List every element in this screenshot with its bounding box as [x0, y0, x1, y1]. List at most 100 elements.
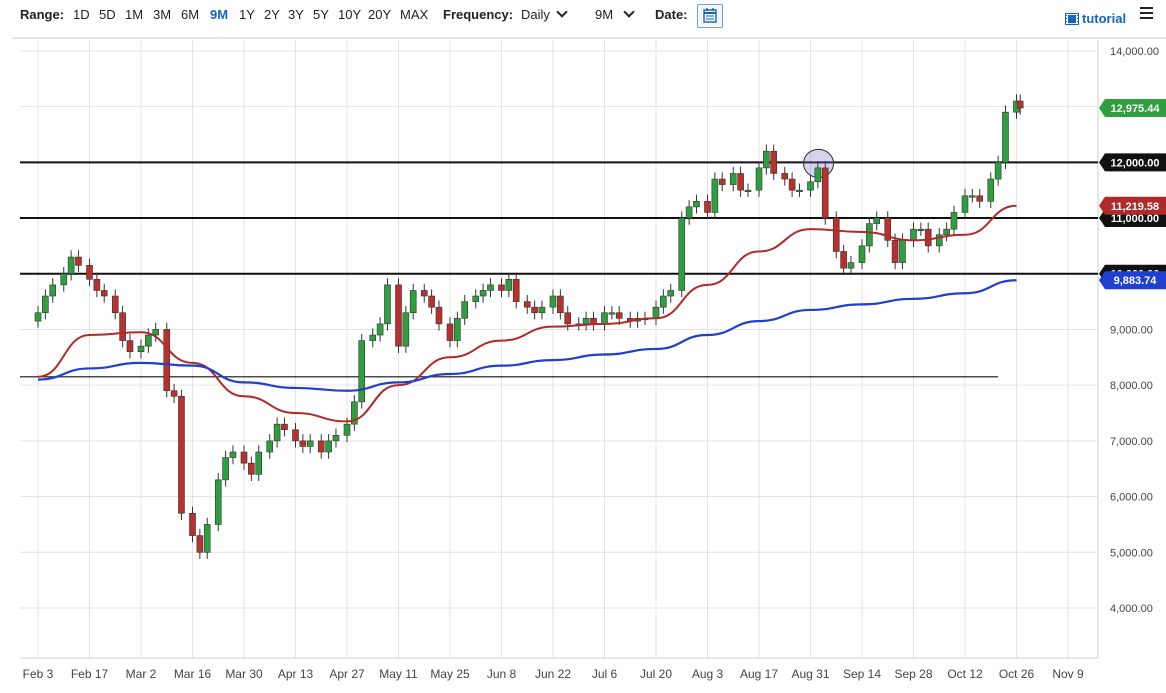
candle-body — [42, 295, 49, 314]
ma-long-line — [37, 279, 1017, 392]
candle-body — [976, 195, 984, 202]
hamburger-menu-icon[interactable] — [1140, 7, 1153, 22]
candle-body — [214, 479, 222, 525]
level-12000-badge: 12,000.00 — [1111, 157, 1160, 169]
candle-body — [472, 295, 480, 302]
candle-body — [590, 318, 597, 325]
x-tick-label: Mar 30 — [225, 667, 263, 681]
candle-body — [788, 178, 796, 191]
y-tick-label: 7,000.00 — [1110, 436, 1153, 448]
candle-body — [75, 256, 82, 266]
candle-body — [266, 440, 274, 453]
ma-short-line — [37, 204, 1017, 423]
candle-body — [770, 150, 778, 174]
period-select[interactable]: 9M — [595, 3, 635, 25]
candle-body — [943, 228, 950, 236]
candle-body — [86, 265, 93, 280]
x-tick-label: Mar 16 — [174, 667, 212, 681]
x-tick-label: Aug 31 — [791, 667, 829, 681]
candle-body — [821, 167, 829, 219]
date-picker-button[interactable] — [697, 4, 723, 28]
candle-body — [273, 423, 281, 442]
y-tick-label: 6,000.00 — [1110, 492, 1153, 504]
x-tick-label: Sep 28 — [894, 667, 932, 681]
candle-body — [729, 173, 737, 185]
frequency-value: Daily — [521, 6, 550, 22]
candle-body — [711, 178, 719, 213]
candle-body — [814, 167, 822, 183]
tutorial-link[interactable]: tutorial — [1065, 11, 1126, 26]
range-1d-button[interactable]: 1D — [73, 7, 90, 22]
candle-body — [950, 212, 958, 230]
x-tick-label: Jun 22 — [535, 667, 571, 681]
ma-short-badge-bg — [1099, 196, 1166, 215]
range-10y-button[interactable]: 10Y — [338, 7, 362, 22]
candle-body — [137, 345, 145, 353]
candle-body — [884, 217, 892, 241]
y-tick-label: 14,000.00 — [1110, 46, 1159, 58]
candle-body — [446, 323, 454, 341]
y-tick-label: 8,000.00 — [1110, 380, 1153, 392]
candle-body — [873, 217, 881, 224]
candle-body — [152, 329, 160, 336]
candle-body — [145, 334, 152, 347]
candle-body — [531, 306, 538, 314]
date-label: Date: — [655, 7, 688, 22]
candle-body — [343, 423, 351, 436]
frequency-label: Frequency: — [443, 7, 514, 22]
candle-body — [969, 195, 976, 198]
candle-body — [170, 390, 178, 397]
candle-body — [229, 451, 237, 458]
x-tick-label: Feb 17 — [71, 667, 109, 681]
candle-body — [498, 284, 505, 291]
candle-body — [858, 245, 866, 263]
x-tick-label: Apr 27 — [329, 667, 365, 681]
candle-body — [961, 195, 969, 213]
frequency-select[interactable]: Daily — [521, 3, 568, 25]
candle-body — [693, 201, 700, 208]
candle-body — [317, 440, 325, 453]
candle-body — [512, 279, 520, 302]
range-1m-button[interactable]: 1M — [125, 7, 144, 22]
range-6m-button[interactable]: 6M — [181, 7, 200, 22]
range-5d-button[interactable]: 5D — [99, 7, 116, 22]
period-value: 9M — [595, 6, 614, 22]
candle-body — [358, 340, 366, 403]
candle-body — [755, 167, 763, 191]
x-tick-label: Sep 14 — [843, 667, 881, 681]
candle-body — [395, 284, 402, 347]
range-2y-button[interactable]: 2Y — [264, 7, 280, 22]
candle-body — [737, 173, 744, 191]
candle-body — [196, 535, 204, 553]
candle-body — [178, 396, 185, 514]
x-tick-label: Nov 9 — [1052, 667, 1084, 681]
candle-body — [549, 295, 557, 308]
candle-body — [299, 440, 307, 447]
candle-body — [796, 189, 803, 192]
x-tick-label: Jul 20 — [640, 667, 672, 681]
candle-body — [189, 512, 196, 536]
candle-body — [718, 178, 726, 185]
range-max-button[interactable]: MAX — [400, 7, 429, 22]
range-1y-button[interactable]: 1Y — [239, 7, 255, 22]
level-11000-badge: 11,000.00 — [1111, 213, 1159, 225]
range-3m-button[interactable]: 3M — [153, 7, 172, 22]
ma-long-badge: 9,883.74 — [1114, 275, 1158, 287]
range-3y-button[interactable]: 3Y — [288, 7, 304, 22]
candle-body — [935, 234, 943, 247]
range-20y-button[interactable]: 20Y — [368, 7, 392, 22]
candle-body — [461, 301, 469, 319]
candle-body — [924, 228, 932, 247]
range-9m-button[interactable]: 9M — [210, 7, 229, 22]
ma-long-badge-bg — [1099, 271, 1166, 290]
x-tick-label: Mar 2 — [126, 667, 157, 681]
candle-body — [93, 279, 101, 291]
candle-body — [325, 440, 332, 453]
x-tick-label: Oct 12 — [947, 667, 983, 681]
range-5y-button[interactable]: 5Y — [313, 7, 329, 22]
candle-body — [376, 323, 384, 336]
candle-body — [111, 295, 119, 314]
candle-body — [910, 228, 917, 241]
candle-body — [899, 240, 906, 263]
candle-body — [652, 306, 660, 319]
